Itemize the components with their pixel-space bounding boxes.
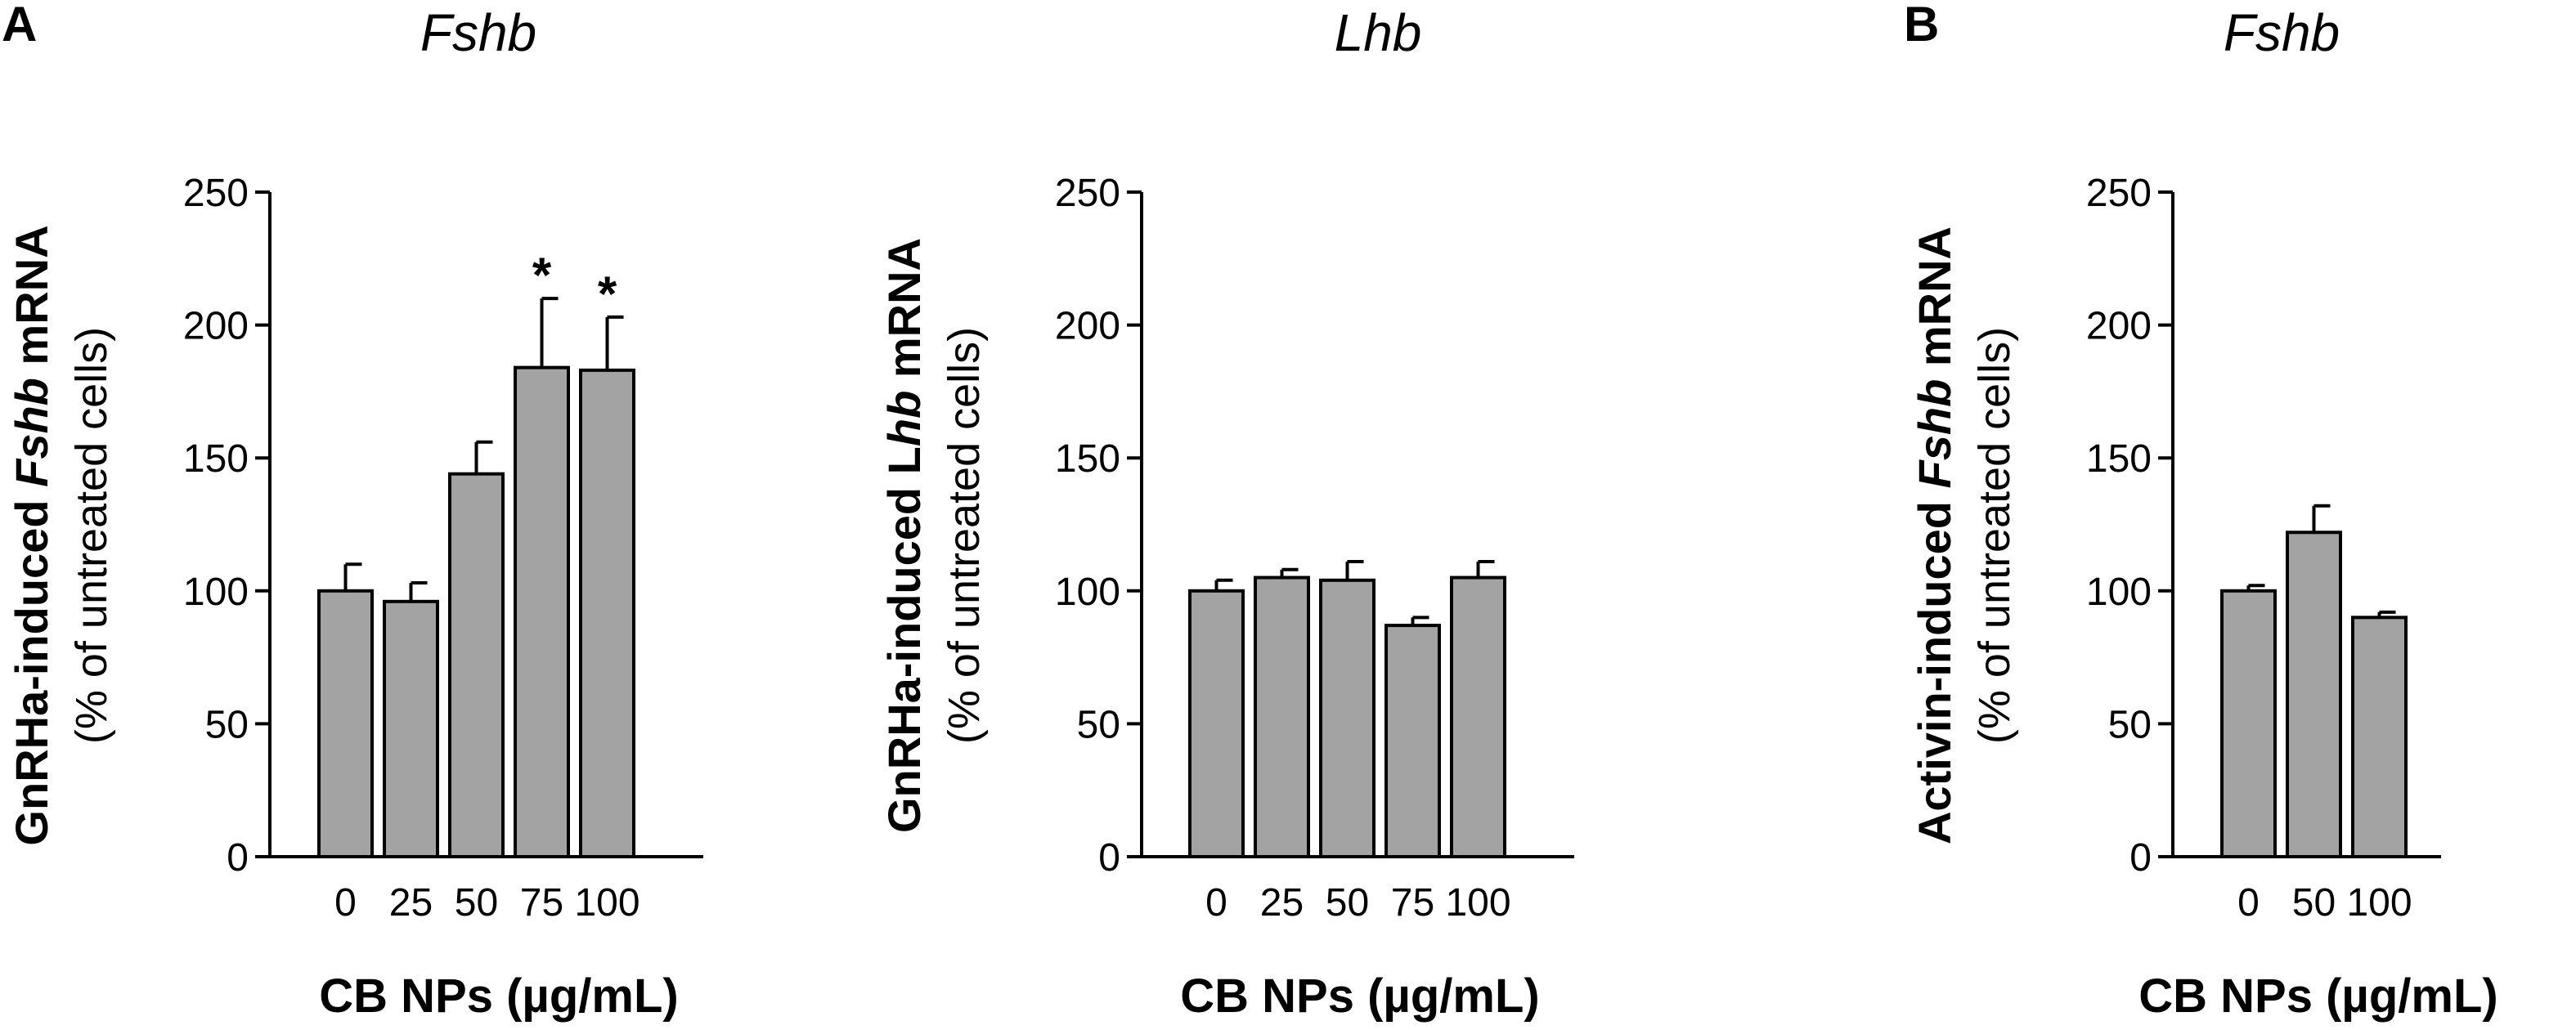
y-tick-label: 250 — [2086, 172, 2152, 215]
y-tick-label: 0 — [1098, 836, 1120, 880]
bar — [383, 599, 439, 858]
y-axis-sublabel: (% of untreated cells) — [67, 327, 116, 744]
x-axis-label: CB NPs (µg/mL) — [319, 970, 678, 1023]
chart-panel-lhb: Lhb GnRHa-induced Lhb mRNA (% of untreat… — [878, 3, 1574, 1023]
chart-panel-a-fshb: A Fshb GnRHa-induced Fshb mRNA (% of unt… — [2, 0, 703, 1023]
panel-letter: A — [2, 0, 37, 52]
chart-title: Fshb — [420, 3, 536, 62]
y-tick-label: 0 — [2129, 836, 2152, 880]
bar — [317, 589, 374, 858]
x-tick-label: 25 — [389, 881, 433, 925]
x-tick-label: 50 — [1326, 881, 1369, 925]
y-tick-label: 200 — [183, 305, 249, 348]
y-tick-label: 250 — [183, 172, 249, 215]
y-tick-label: 150 — [183, 437, 249, 481]
y-axis-label: GnRHa-induced Lhb mRNA — [878, 238, 930, 833]
x-tick-label: 50 — [2292, 881, 2336, 925]
x-tick-label: 75 — [520, 881, 563, 925]
y-axis-label: GnRHa-induced Fshb mRNA — [6, 225, 57, 845]
y-axis-sublabel: (% of untreated cells) — [1970, 327, 2019, 744]
x-tick-label: 100 — [1445, 881, 1510, 925]
x-tick-label: 0 — [1205, 881, 1227, 925]
chart-title: Lhb — [1335, 3, 1422, 62]
bar — [1254, 575, 1310, 858]
bar — [2220, 589, 2277, 858]
y-axis-label: Activin-induced Fshb mRNA — [1909, 226, 1960, 844]
significance-mark: * — [598, 266, 617, 321]
x-tick-label: 100 — [574, 881, 640, 925]
x-tick-label: 25 — [1260, 881, 1304, 925]
bar — [1319, 578, 1376, 858]
y-tick-label: 150 — [2086, 437, 2152, 481]
y-tick-label: 0 — [227, 836, 249, 880]
plot-area: 0 50 100 150 200 250 0 25 50 75 * 100 * — [183, 172, 703, 925]
x-tick-label: 100 — [2346, 881, 2412, 925]
bar — [579, 368, 635, 859]
x-axis-label: CB NPs (µg/mL) — [2138, 970, 2497, 1023]
y-tick-label: 250 — [1055, 172, 1120, 215]
y-tick-label: 100 — [1055, 571, 1120, 614]
bar — [2351, 616, 2408, 858]
x-tick-label: 75 — [1391, 881, 1434, 925]
y-tick-label: 200 — [1055, 305, 1120, 348]
bar — [448, 472, 505, 858]
y-tick-label: 50 — [1077, 703, 1120, 746]
x-tick-label: 50 — [455, 881, 498, 925]
y-axis-sublabel: (% of untreated cells) — [940, 327, 989, 744]
bar — [1450, 575, 1506, 858]
chart-title: Fshb — [2224, 3, 2340, 62]
y-tick-label: 50 — [205, 703, 249, 746]
x-tick-label: 0 — [2237, 881, 2260, 925]
x-axis-label: CB NPs (µg/mL) — [1180, 970, 1539, 1023]
y-tick-label: 100 — [183, 571, 249, 614]
panel-letter: B — [1904, 0, 1939, 52]
significance-mark: * — [532, 248, 552, 302]
y-tick-label: 150 — [1055, 437, 1120, 481]
bar — [514, 365, 570, 858]
bar — [1188, 589, 1245, 858]
y-tick-label: 200 — [2086, 305, 2152, 348]
chart-panel-b-fshb: B Fshb Activin-induced Fshb mRNA (% of u… — [1904, 0, 2498, 1023]
bar — [2286, 531, 2342, 858]
y-tick-label: 50 — [2108, 703, 2152, 746]
y-tick-label: 100 — [2086, 571, 2152, 614]
bar — [1384, 624, 1441, 858]
x-tick-label: 0 — [334, 881, 357, 925]
